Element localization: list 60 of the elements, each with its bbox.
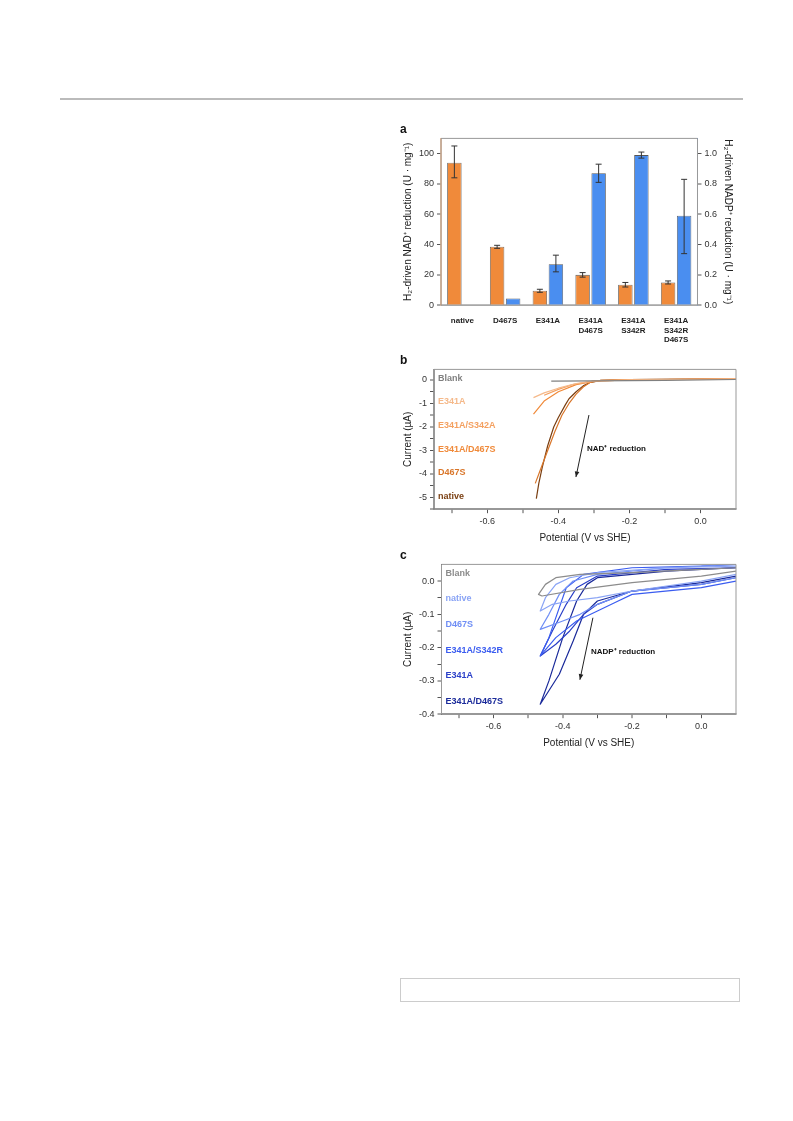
x-axis-title: Potential (V vs SHE) (543, 736, 635, 748)
y-tick-label: -0.3 (418, 675, 435, 686)
text: D467S (445, 619, 474, 629)
y2-tick-label: 0.8 (704, 178, 717, 189)
y-tick-label: 0 (429, 299, 435, 310)
y-tick-label: 0.0 (421, 575, 435, 586)
x-tick-label: -0.2 (621, 516, 638, 527)
x-tick-label: 0.0 (694, 516, 707, 527)
text: E341A/D467S (445, 695, 504, 706)
text: E341A/D467S (438, 443, 496, 454)
y-axis-title: Current (µA) (401, 611, 413, 667)
y-tick-label: -5 (418, 491, 427, 502)
y-tick-label: -0.4 (418, 708, 435, 719)
x-tick-label: E341A S342R (621, 316, 646, 335)
text: E341A/S342A (438, 420, 497, 430)
y-tick-label: -3 (418, 444, 427, 455)
chart-title: c (400, 547, 407, 562)
x-tick-label: native (450, 316, 475, 326)
x-tick-label: E341A D467S (578, 316, 604, 335)
chart-title: b (400, 352, 408, 367)
x-tick-label: -0.6 (479, 516, 496, 527)
text: native (445, 593, 472, 604)
text: D467S (438, 467, 466, 478)
text: Blank (438, 372, 464, 383)
x-tick-label: 0.0 (695, 721, 708, 732)
y2-tick-label: 1.0 (704, 148, 717, 159)
y-tick-label: -4 (418, 468, 427, 479)
annotation: NAD⁺ reduction (586, 444, 647, 454)
x-tick-label: E341A (535, 316, 561, 326)
text: E341A/S342R (445, 644, 504, 655)
y-tick-label: 40 (424, 239, 435, 250)
x-tick-label: -0.4 (555, 721, 571, 732)
x-tick-label: E341A S342R D467S (663, 316, 690, 345)
text: E341A (438, 396, 467, 407)
text: E341A (445, 670, 474, 681)
y-tick-label: 80 (424, 178, 435, 189)
y-tick-label: -0.1 (418, 608, 435, 619)
x-tick-label: -0.4 (550, 516, 567, 527)
x-tick-label: D467S (492, 316, 519, 326)
y-axis-title: H₂-driven NAD⁺ reduction (U · mg⁻¹) (401, 142, 413, 301)
y2-axis-title: H₂-driven NADP⁺ reduction (U · mg⁻¹) (723, 139, 735, 305)
x-tick-label: -0.6 (485, 721, 502, 732)
y-tick-label: 20 (424, 269, 435, 280)
y2-tick-label: 0.6 (704, 208, 717, 219)
text: native (438, 490, 465, 501)
x-axis-title: Potential (V vs SHE) (539, 531, 631, 543)
x-tick-label: -0.2 (624, 721, 640, 732)
y-axis-title: Current (µA) (401, 411, 413, 467)
y-tick-label: 0 (421, 374, 427, 385)
y2-tick-label: 0.4 (704, 239, 717, 250)
chart-title: a (400, 121, 407, 136)
y-tick-label: 100 (418, 148, 435, 159)
annotation: NADP⁺ reduction (590, 646, 656, 656)
text: Blank (445, 567, 472, 578)
y-tick-label: -2 (418, 421, 427, 432)
y2-tick-label: 0.0 (704, 299, 717, 310)
y2-tick-label: 0.2 (704, 269, 717, 280)
y-tick-label: 60 (424, 208, 435, 219)
y-tick-label: -1 (418, 397, 427, 408)
y-tick-label: -0.2 (418, 642, 435, 653)
